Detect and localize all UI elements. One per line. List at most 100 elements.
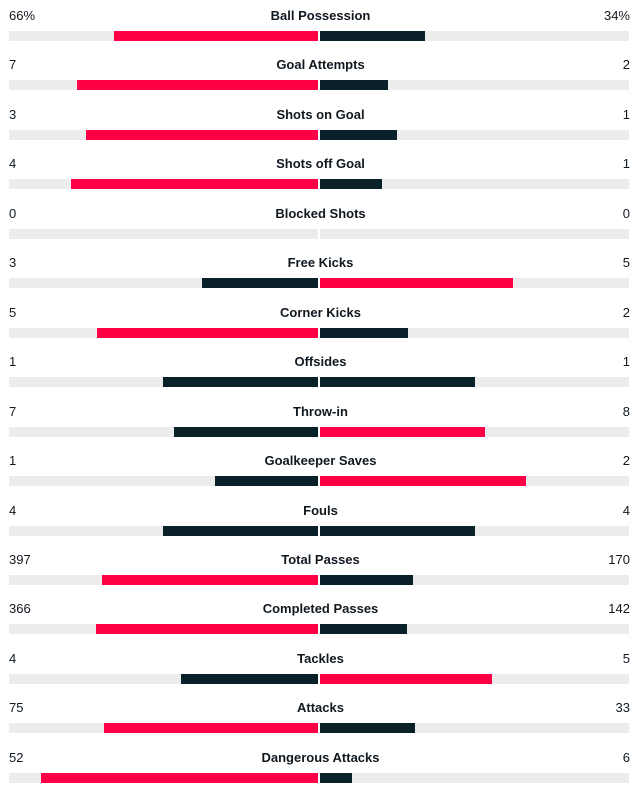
comparison-bar-track — [9, 278, 629, 288]
stat-header: 5 Corner Kicks 2 — [0, 303, 641, 323]
away-value: 2 — [622, 57, 630, 72]
home-value: 1 — [9, 453, 17, 468]
away-bar — [320, 179, 382, 189]
away-value: 8 — [622, 404, 630, 419]
comparison-bar-track — [9, 427, 629, 437]
home-value: 366 — [9, 601, 31, 616]
home-bar — [96, 624, 318, 634]
stat-label: Throw-in — [293, 404, 348, 419]
away-value: 33 — [615, 700, 630, 715]
stat-label: Shots off Goal — [276, 156, 365, 171]
away-bar — [320, 624, 407, 634]
bar-divider — [318, 130, 320, 140]
stat-label: Free Kicks — [287, 255, 354, 270]
stat-label: Fouls — [303, 503, 338, 518]
bar-divider — [318, 575, 320, 585]
bar-divider — [318, 80, 320, 90]
away-bar — [320, 723, 415, 733]
home-bar — [102, 575, 318, 585]
home-bar — [104, 723, 318, 733]
away-bar — [320, 31, 425, 41]
stat-header: 1 Goalkeeper Saves 2 — [0, 451, 641, 471]
stat-row: 4 Shots off Goal 1 — [0, 154, 641, 204]
stat-label: Corner Kicks — [280, 305, 361, 320]
away-value: 2 — [622, 453, 630, 468]
away-value: 2 — [622, 305, 630, 320]
away-bar — [320, 773, 352, 783]
bar-divider — [318, 674, 320, 684]
bar-divider — [318, 328, 320, 338]
stat-header: 75 Attacks 33 — [0, 698, 641, 718]
comparison-bar-track — [9, 773, 629, 783]
stat-header: 7 Throw-in 8 — [0, 402, 641, 422]
stat-header: 52 Dangerous Attacks 6 — [0, 748, 641, 768]
comparison-bar-track — [9, 328, 629, 338]
away-bar — [320, 80, 388, 90]
comparison-bar-track — [9, 526, 629, 536]
stat-header: 397 Total Passes 170 — [0, 550, 641, 570]
stat-label: Blocked Shots — [275, 206, 366, 221]
away-bar — [320, 575, 413, 585]
home-value: 7 — [9, 57, 17, 72]
away-value: 34% — [603, 8, 630, 23]
away-value: 1 — [622, 354, 630, 369]
home-value: 4 — [9, 503, 17, 518]
stat-row: 0 Blocked Shots 0 — [0, 204, 641, 254]
home-bar — [71, 179, 318, 189]
away-value: 1 — [622, 156, 630, 171]
stat-row: 75 Attacks 33 — [0, 698, 641, 748]
stat-row: 4 Tackles 5 — [0, 649, 641, 699]
stat-header: 0 Blocked Shots 0 — [0, 204, 641, 224]
stat-row: 3 Shots on Goal 1 — [0, 105, 641, 155]
away-bar — [320, 130, 397, 140]
bar-divider — [318, 526, 320, 536]
comparison-bar-track — [9, 674, 629, 684]
stat-header: 3 Free Kicks 5 — [0, 253, 641, 273]
bar-divider — [318, 773, 320, 783]
home-value: 0 — [9, 206, 17, 221]
comparison-bar-track — [9, 130, 629, 140]
away-value: 5 — [622, 255, 630, 270]
bar-divider — [318, 624, 320, 634]
home-bar — [77, 80, 318, 90]
stat-header: 366 Completed Passes 142 — [0, 599, 641, 619]
stat-row: 5 Corner Kicks 2 — [0, 303, 641, 353]
away-bar — [320, 526, 475, 536]
home-value: 4 — [9, 651, 17, 666]
stat-label: Goal Attempts — [276, 57, 365, 72]
stat-row: 1 Offsides 1 — [0, 352, 641, 402]
stat-row: 7 Throw-in 8 — [0, 402, 641, 452]
stat-header: 4 Tackles 5 — [0, 649, 641, 669]
stat-header: 1 Offsides 1 — [0, 352, 641, 372]
stat-row: 7 Goal Attempts 2 — [0, 55, 641, 105]
away-value: 170 — [608, 552, 630, 567]
home-value: 397 — [9, 552, 31, 567]
home-value: 66% — [9, 8, 36, 23]
home-bar — [202, 278, 318, 288]
stat-row: 397 Total Passes 170 — [0, 550, 641, 600]
stat-row: 4 Fouls 4 — [0, 501, 641, 551]
away-value: 0 — [622, 206, 630, 221]
home-bar — [163, 526, 318, 536]
stat-label: Offsides — [294, 354, 347, 369]
away-value: 1 — [622, 107, 630, 122]
stat-header: 7 Goal Attempts 2 — [0, 55, 641, 75]
home-bar — [174, 427, 318, 437]
comparison-bar-track — [9, 179, 629, 189]
home-value: 52 — [9, 750, 24, 765]
away-value: 5 — [622, 651, 630, 666]
bar-divider — [318, 179, 320, 189]
stat-label: Tackles — [297, 651, 344, 666]
home-value: 7 — [9, 404, 17, 419]
stat-label: Total Passes — [281, 552, 360, 567]
home-bar — [114, 31, 318, 41]
home-value: 1 — [9, 354, 17, 369]
stat-label: Completed Passes — [262, 601, 379, 616]
stat-header: 3 Shots on Goal 1 — [0, 105, 641, 125]
comparison-bar-track — [9, 624, 629, 634]
away-value: 6 — [622, 750, 630, 765]
home-value: 5 — [9, 305, 17, 320]
comparison-bar-track — [9, 229, 629, 239]
bar-divider — [318, 229, 320, 239]
